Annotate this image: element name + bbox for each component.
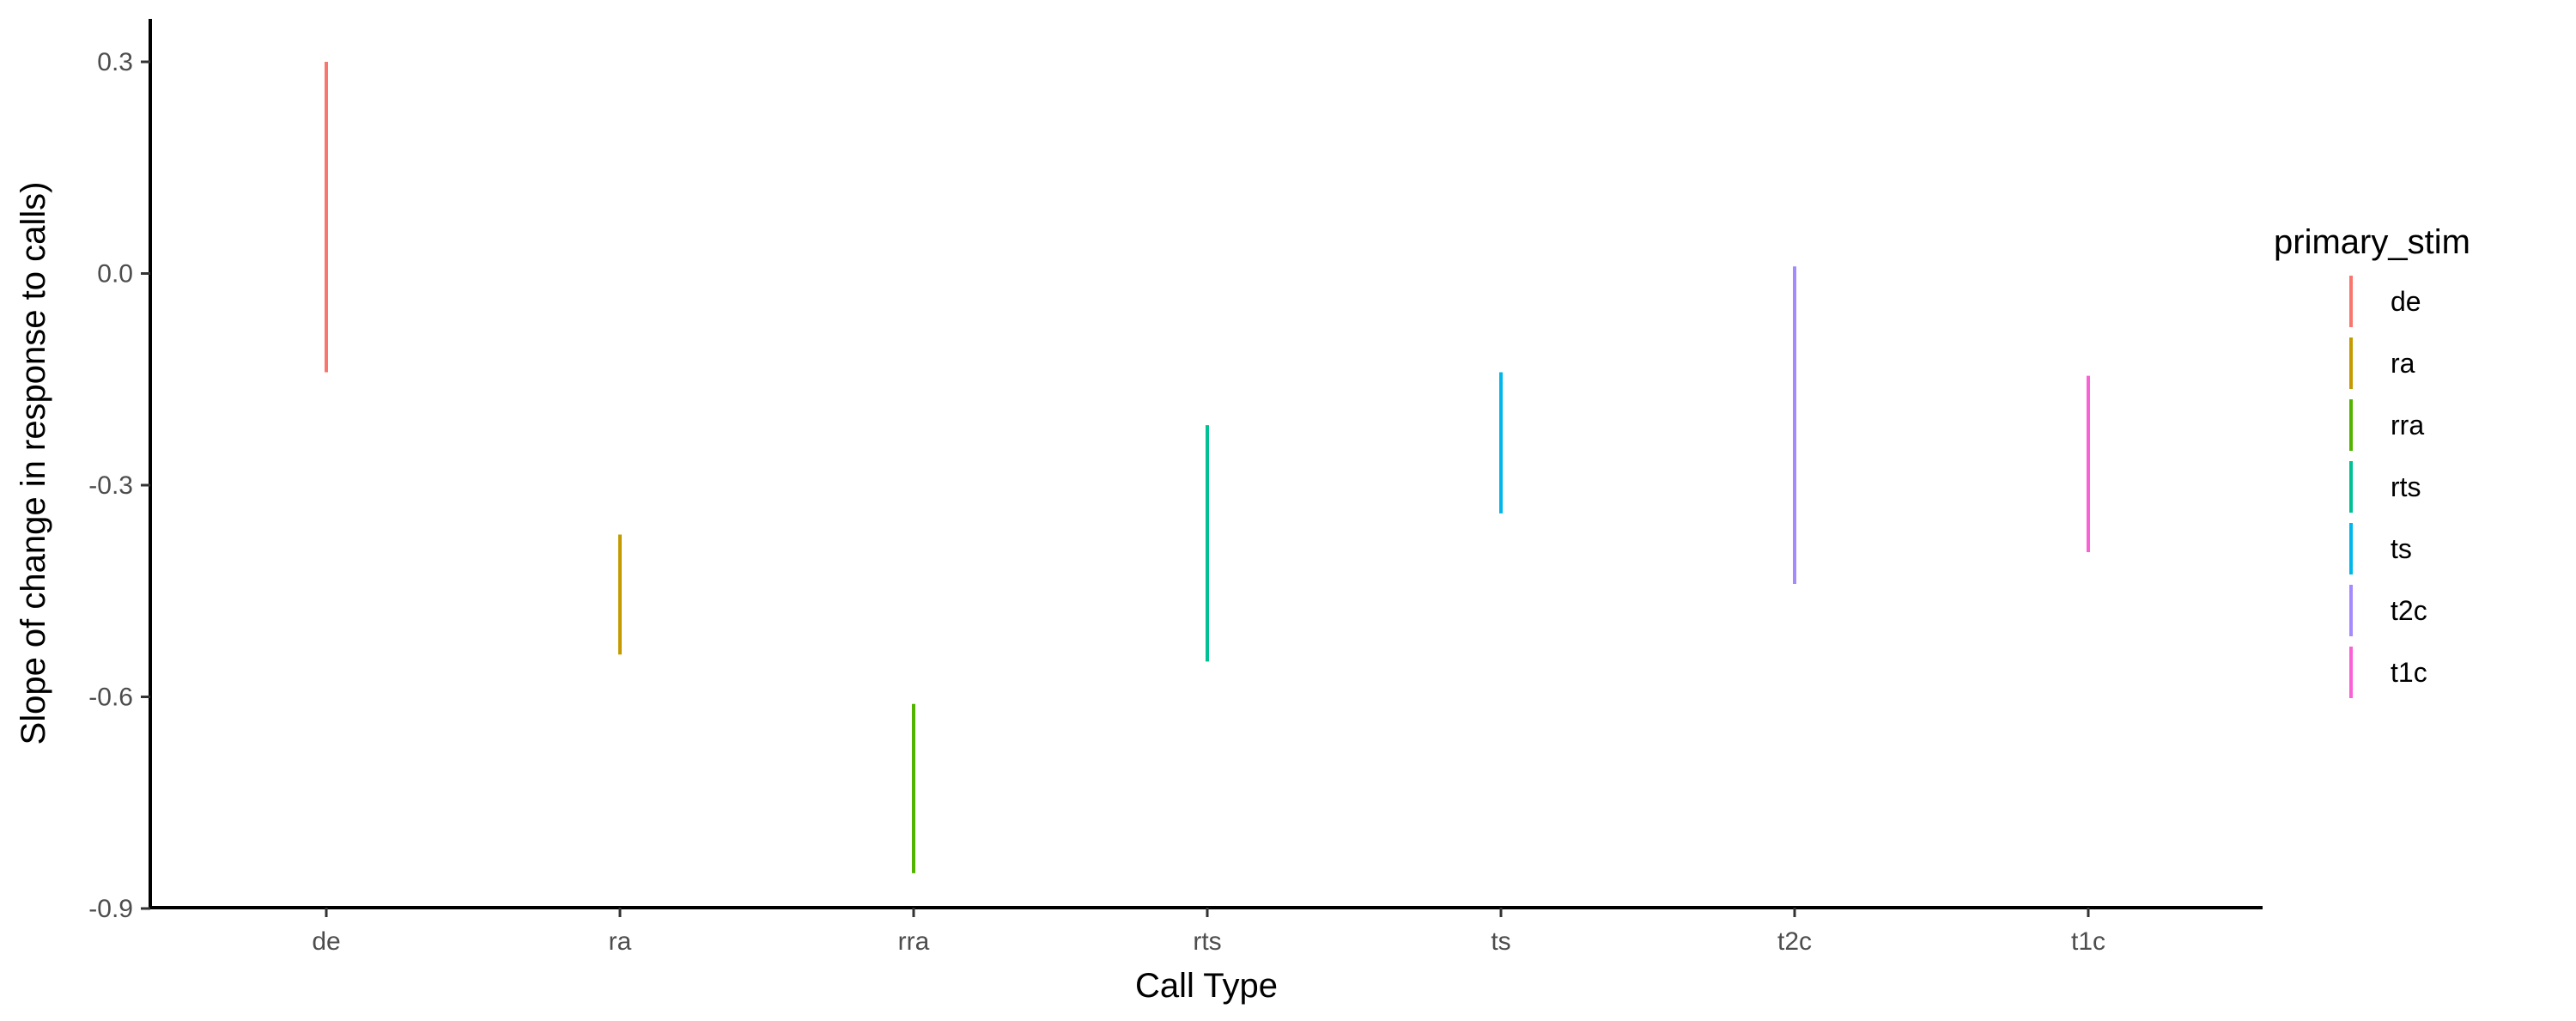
y-tick-label: -0.9 (88, 895, 133, 923)
x-tick-label: rts (1193, 927, 1221, 956)
legend-label-t2c: t2c (2391, 595, 2427, 626)
legend-label-rts: rts (2391, 471, 2421, 502)
y-axis-title: Slope of change in response to calls) (15, 182, 52, 745)
x-tick-label: ra (609, 927, 632, 956)
legend-label-rra: rra (2391, 410, 2424, 441)
x-tick-label: ts (1491, 927, 1510, 956)
y-tick-label: 0.0 (97, 260, 133, 289)
x-tick-label: de (312, 927, 340, 956)
y-tick-label: -0.3 (88, 471, 133, 500)
legend: primary_stim de ra rra rts ts t2c t1c (2274, 223, 2470, 698)
x-tick-label: rra (898, 927, 930, 956)
x-tick-label: t1c (2071, 927, 2105, 956)
y-axis: 0.3 0.0 -0.3 -0.6 -0.9 (88, 19, 152, 923)
legend-label-t1c: t1c (2391, 657, 2427, 688)
legend-label-ra: ra (2391, 348, 2415, 379)
legend-label-ts: ts (2391, 533, 2412, 564)
x-axis: de ra rra rts ts t2c t1c (150, 906, 2263, 956)
x-axis-title: Call Type (1135, 967, 1278, 1005)
legend-label-de: de (2391, 286, 2421, 317)
y-tick-label: -0.6 (88, 684, 133, 712)
x-tick-label: t2c (1777, 927, 1812, 956)
y-tick-label: 0.3 (97, 48, 133, 76)
legend-title: primary_stim (2274, 223, 2470, 261)
plot-panel (325, 62, 2090, 873)
